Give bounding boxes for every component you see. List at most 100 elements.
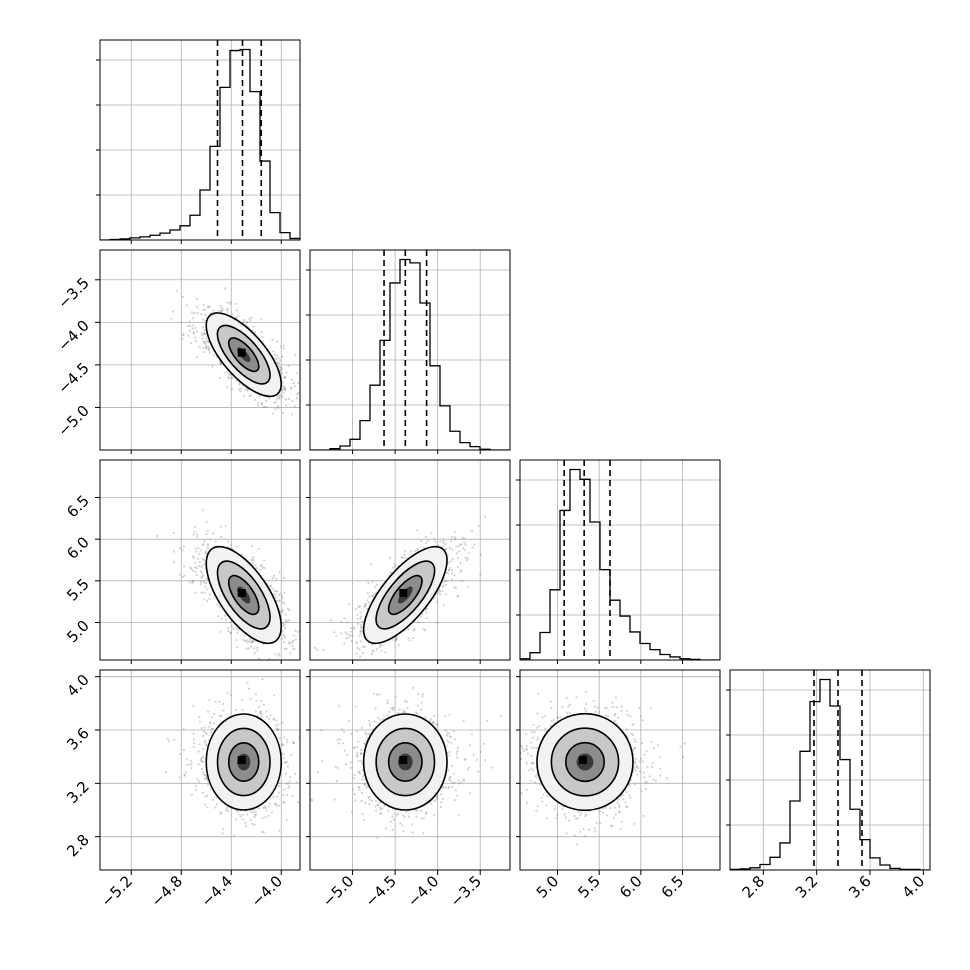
sample-point (264, 816, 267, 819)
sample-point (403, 553, 406, 557)
sample-point (282, 576, 286, 579)
sample-point (221, 308, 225, 311)
sample-point (416, 621, 420, 624)
sample-point (190, 793, 193, 796)
sample-point (205, 533, 208, 536)
sample-point (201, 557, 204, 560)
sample-point (366, 599, 369, 602)
sample-point (380, 649, 383, 652)
sample-point (259, 568, 262, 571)
sample-point (290, 378, 293, 381)
sample-point (451, 572, 454, 575)
sample-point (313, 397, 315, 399)
sample-point (381, 644, 384, 647)
sample-point (206, 543, 210, 546)
sample-point (193, 742, 196, 745)
sample-point (360, 615, 363, 618)
sample-point (306, 655, 308, 657)
sample-point (207, 340, 210, 343)
sample-point (275, 398, 278, 401)
sample-point (201, 326, 205, 329)
sample-point (467, 585, 470, 588)
sample-point (346, 663, 348, 665)
sample-point (284, 398, 288, 401)
sample-point (313, 405, 315, 407)
sample-point (416, 549, 419, 552)
sample-point (251, 561, 254, 565)
sample-point (284, 618, 287, 622)
sample-point (263, 566, 266, 570)
sample-point (191, 555, 194, 558)
sample-point (349, 630, 352, 633)
sample-point (444, 579, 447, 583)
sample-point (189, 341, 193, 345)
sample-point (248, 395, 251, 398)
sample-point (205, 778, 208, 781)
sample-point (171, 310, 174, 313)
sample-point (291, 399, 294, 403)
sample-point (470, 529, 474, 532)
sample-point (274, 802, 277, 806)
sample-point (343, 642, 346, 645)
sample-point (448, 546, 451, 550)
sample-point (230, 624, 233, 627)
sample-point (286, 607, 290, 611)
sample-point (222, 827, 225, 831)
sample-point (274, 653, 277, 656)
axes-frame (729, 669, 931, 871)
sample-point (196, 535, 199, 538)
grid-lines (130, 40, 282, 240)
sample-point (360, 626, 363, 629)
sample-point (208, 597, 211, 600)
sample-point (262, 559, 266, 562)
sample-point (281, 630, 284, 633)
sample-point (260, 564, 263, 567)
sample-point (206, 806, 209, 809)
sample-point (232, 627, 235, 631)
sample-point (442, 581, 445, 584)
sample-point (363, 645, 367, 648)
sample-point (196, 778, 199, 781)
sample-point (167, 740, 171, 743)
sample-point (454, 531, 457, 534)
sample-point (283, 376, 286, 379)
sample-point (208, 305, 211, 308)
sample-point (340, 632, 343, 635)
sample-point (358, 635, 361, 638)
sample-point (202, 509, 205, 512)
sample-point (450, 535, 453, 539)
sample-point (359, 624, 362, 627)
density-peak (237, 348, 246, 357)
sample-point (206, 547, 209, 550)
sample-point (317, 780, 319, 782)
sample-point (275, 590, 278, 593)
sample-point (461, 536, 464, 539)
sample-point (359, 629, 362, 632)
sample-point (242, 320, 245, 323)
sample-point (282, 347, 285, 350)
sample-point (214, 540, 217, 543)
grid-lines (100, 250, 300, 450)
sample-point (466, 557, 469, 560)
sample-point (454, 587, 457, 590)
sample-point (441, 545, 444, 548)
sample-point (203, 333, 206, 336)
sample-point (172, 531, 175, 535)
sample-point (291, 794, 294, 797)
sample-point (351, 635, 354, 638)
sample-point (273, 353, 276, 356)
sample-point (425, 541, 428, 545)
sample-point (187, 334, 190, 337)
sample-point (283, 591, 286, 594)
sample-point (241, 818, 244, 821)
sample-point (275, 577, 278, 581)
sample-point (282, 344, 285, 347)
sample-point (199, 549, 202, 552)
sample-point (202, 346, 205, 349)
sample-point (424, 535, 428, 538)
sample-point (226, 307, 229, 310)
density-peak (399, 589, 408, 597)
sample-point (204, 732, 207, 735)
sample-point (192, 332, 195, 335)
